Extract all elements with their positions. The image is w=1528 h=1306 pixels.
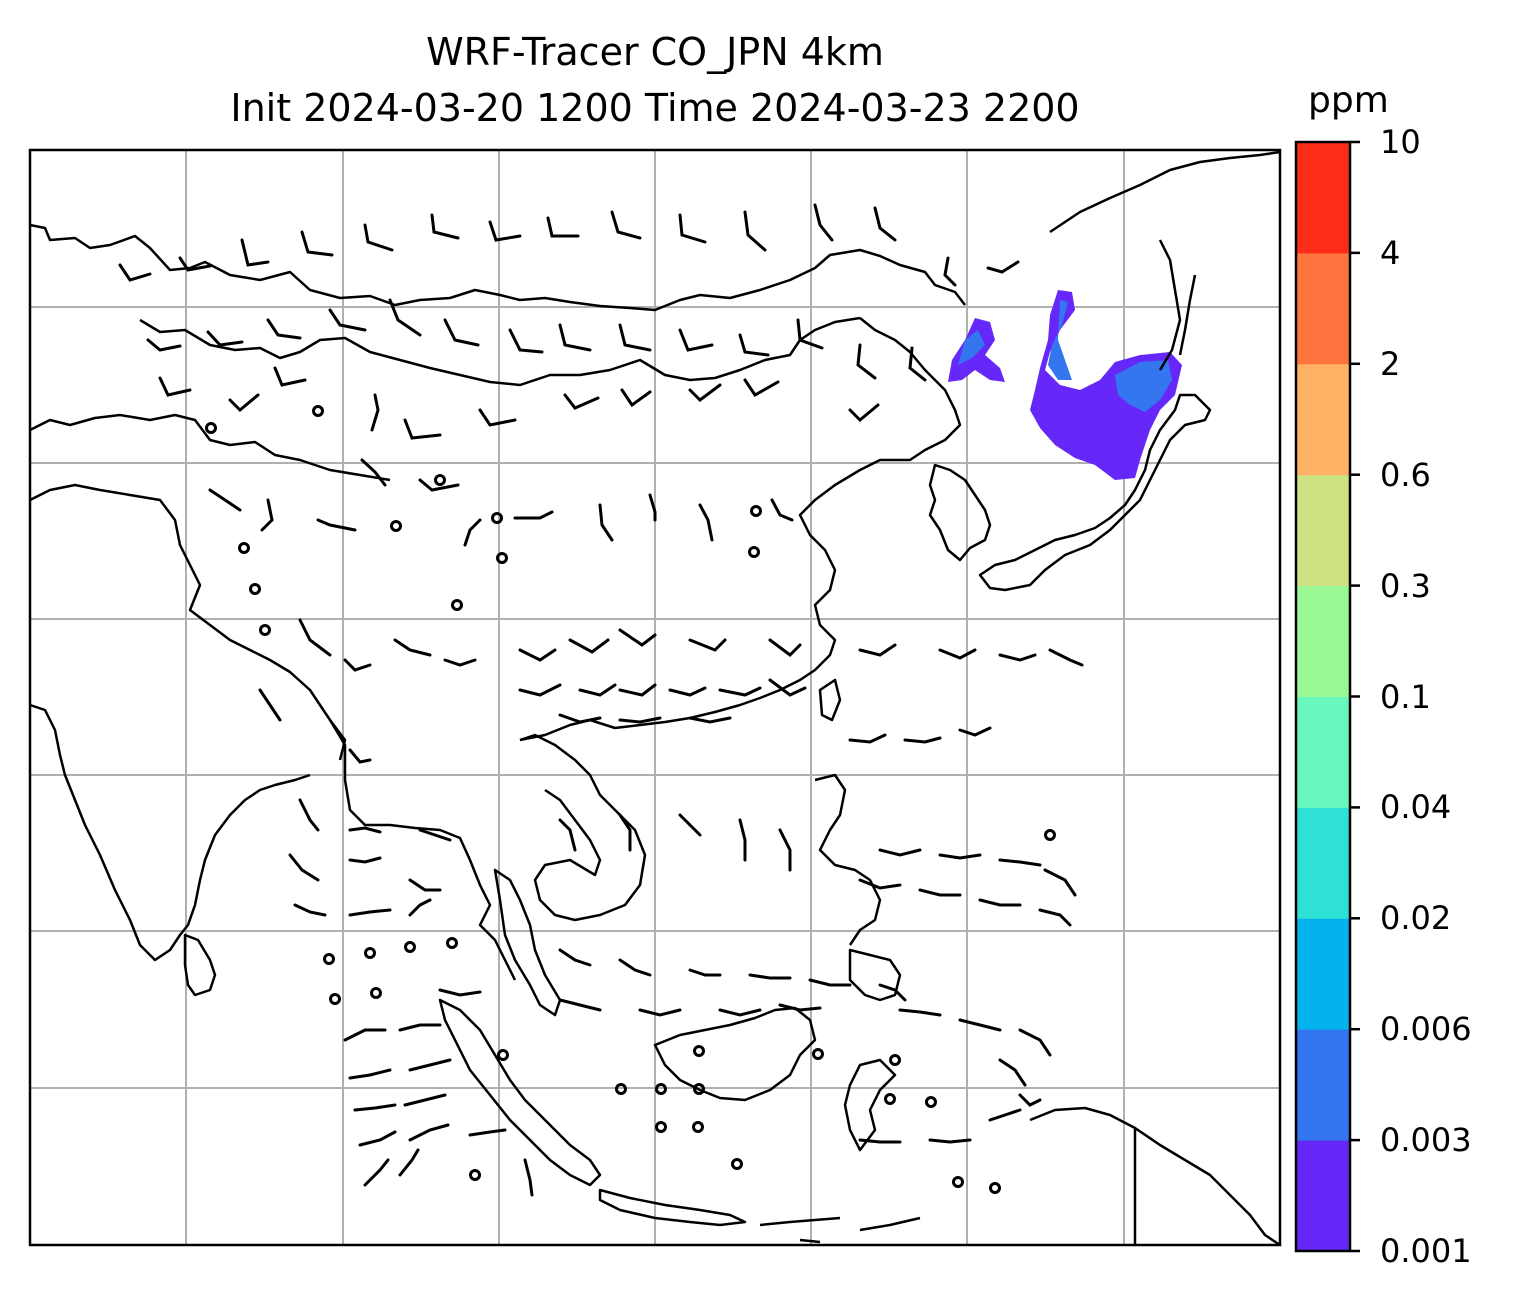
colorbar-segment [1296, 1029, 1350, 1141]
colorbar-tick-label: 0.001 [1380, 1232, 1472, 1270]
colorbar-segment [1296, 696, 1350, 808]
colorbar-segment [1296, 252, 1350, 365]
colorbar-segment [1296, 585, 1350, 697]
colorbar-tick-label: 4 [1380, 233, 1401, 272]
plume-low-level [1030, 290, 1182, 480]
colorbar-tick-label: 0.003 [1380, 1121, 1472, 1160]
colorbar-tick-label: 0.006 [1380, 1010, 1472, 1049]
colorbar-unit-label: ppm [1308, 80, 1389, 121]
colorbar-segment [1296, 807, 1350, 919]
colorbar-segment [1296, 142, 1350, 254]
colorbar [1294, 140, 1360, 1253]
colorbar-segment [1296, 1140, 1350, 1252]
colorbar-tick-label: 2 [1380, 344, 1401, 383]
plume-mid-level [958, 330, 985, 365]
plume-mid-level [1048, 300, 1072, 380]
plume-mid-level [1115, 360, 1172, 412]
wind-barbs [118, 203, 1084, 1197]
colorbar-tick-label: 0.3 [1380, 566, 1431, 605]
colorbar-segment [1296, 363, 1350, 476]
coastlines [29, 150, 1281, 1247]
gridlines [30, 150, 1280, 1245]
colorbar-tick-label: 0.02 [1380, 899, 1452, 938]
plot-title-line1: WRF-Tracer CO_JPN 4km [426, 30, 884, 74]
colorbar-segment [1296, 474, 1350, 587]
tracer-plume [948, 290, 1182, 480]
colorbar-tick-label: 0.1 [1380, 677, 1431, 716]
map-frame [28, 148, 1282, 1247]
plot-title-line2: Init 2024-03-20 1200 Time 2024-03-23 220… [230, 86, 1080, 130]
colorbar-segment [1296, 918, 1350, 1030]
colorbar-tick-label: 10 [1380, 123, 1421, 161]
colorbar-tick-label: 0.6 [1380, 455, 1431, 494]
calm-wind-markers [205, 405, 1056, 1194]
colorbar-tick-label: 0.04 [1380, 788, 1452, 827]
